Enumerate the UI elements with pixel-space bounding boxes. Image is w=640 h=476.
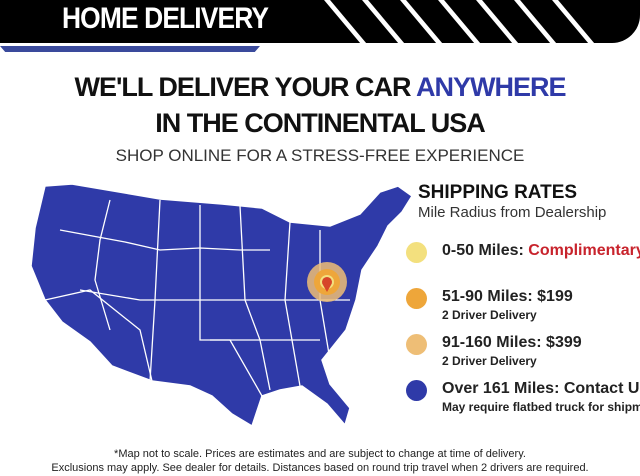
footer-line2: Exclusions may apply. See dealer for det… xyxy=(51,462,589,474)
rate-range: 0-50 Miles: xyxy=(442,242,529,259)
headline-accent: ANYWHERE xyxy=(415,72,567,102)
headline-line1: WE'LL DELIVER YOUR CAR ANYWHERE xyxy=(0,72,640,103)
footer-line1: *Map not to scale. Prices are estimates … xyxy=(114,448,526,460)
headline-text: WE'LL DELIVER YOUR CAR xyxy=(74,72,416,102)
blue-dot-icon xyxy=(406,380,427,401)
rate-note: May require flatbed truck for shipment xyxy=(442,400,640,414)
rate-label: Over 161 Miles: Contact Us xyxy=(442,380,640,397)
rate-note: 2 Driver Delivery xyxy=(442,308,537,322)
headline-line2: IN THE CONTINENTAL USA xyxy=(155,108,486,138)
shipping-rates: SHIPPING RATES Mile Radius from Dealersh… xyxy=(406,182,640,414)
yellow-dot-icon xyxy=(406,242,427,263)
rates-subtitle: Mile Radius from Dealership xyxy=(418,204,607,221)
rate-label: 0-50 Miles: Complimentary xyxy=(442,242,640,260)
tan-dot-icon xyxy=(406,334,427,355)
header-title: HOME DELIVERY xyxy=(62,2,269,35)
rate-note: 2 Driver Delivery xyxy=(442,354,537,368)
rates-title: SHIPPING RATES xyxy=(418,182,578,203)
header-underline xyxy=(0,46,260,52)
rate-value: Complimentary xyxy=(528,242,640,259)
rate-label: 91-160 Miles: $399 xyxy=(442,334,582,351)
state-borders xyxy=(44,199,350,397)
rate-label: 51-90 Miles: $199 xyxy=(442,288,573,305)
usa-map-shape xyxy=(30,183,414,428)
location-pin-icon xyxy=(322,277,332,292)
orange-dot-icon xyxy=(406,288,427,309)
subheadline: SHOP ONLINE FOR A STRESS-FREE EXPERIENCE xyxy=(115,146,525,165)
header-banner: HOME DELIVERY xyxy=(0,0,640,43)
